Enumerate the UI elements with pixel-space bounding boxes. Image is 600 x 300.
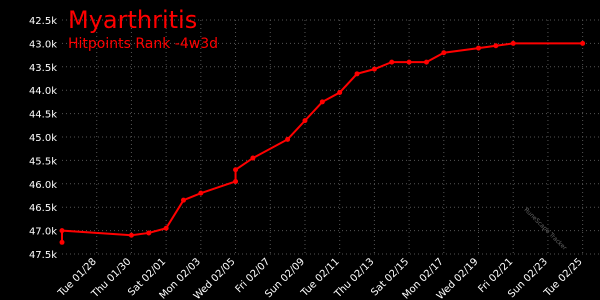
chart-subtitle: Hitpoints Rank -4w3d (68, 36, 218, 52)
point (180, 197, 186, 203)
point (476, 45, 482, 51)
point (389, 59, 395, 65)
line (61, 42, 583, 243)
point (510, 40, 516, 46)
y-tick-label: 42.5k (29, 16, 57, 27)
point (128, 232, 134, 238)
point (319, 99, 325, 105)
point (59, 228, 65, 234)
point (250, 155, 256, 161)
point (163, 225, 169, 231)
y-tick-label: 47.0k (29, 227, 57, 238)
chart-title: Myarthritis (68, 6, 197, 34)
point (493, 43, 499, 49)
y-tick-label: 46.0k (29, 180, 57, 191)
y-tick-label: 45.5k (29, 156, 57, 167)
point (302, 118, 308, 124)
point (233, 178, 239, 184)
y-tick-label: 44.5k (29, 110, 57, 121)
point (198, 190, 204, 196)
point (337, 90, 343, 96)
point (146, 230, 152, 236)
point (59, 239, 65, 245)
y-tick-label: 43.0k (29, 39, 57, 50)
y-tick-label: 43.5k (29, 63, 57, 74)
point (233, 167, 239, 173)
y-tick-label: 44.0k (29, 86, 57, 97)
point (354, 71, 360, 77)
point (580, 40, 586, 46)
point (441, 50, 447, 56)
y-tick-label: 45.0k (29, 133, 57, 144)
watermark: RuneScape Tracker (523, 206, 569, 252)
point (285, 136, 291, 142)
y-tick-label: 47.5k (29, 250, 57, 261)
point (371, 66, 377, 72)
point (423, 59, 429, 65)
grid (62, 19, 600, 255)
point (406, 59, 412, 65)
y-tick-label: 46.5k (29, 203, 57, 214)
